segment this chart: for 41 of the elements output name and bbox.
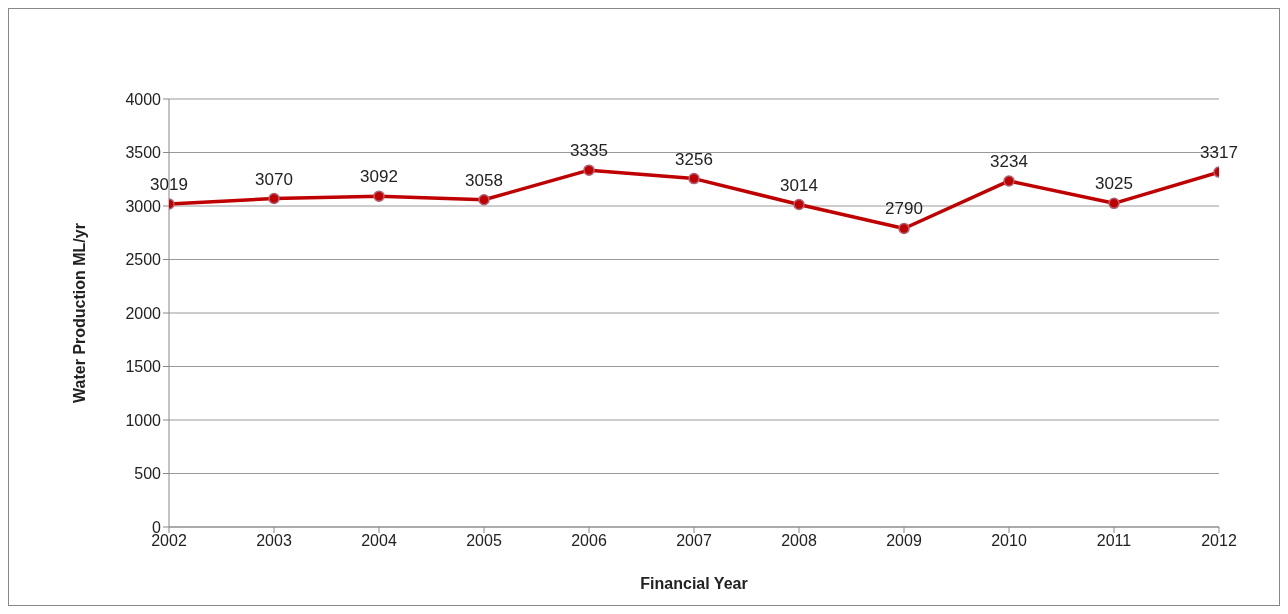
x-tick-label: 2010 — [991, 532, 1027, 550]
x-tick-label: 2006 — [571, 532, 607, 550]
x-axis-title: Financial Year — [640, 575, 748, 592]
data-label: 3014 — [780, 175, 818, 195]
y-tick-label: 2500 — [125, 251, 162, 269]
point — [688, 172, 700, 185]
point — [478, 194, 490, 206]
y-tick-label: 3500 — [125, 144, 162, 162]
y-axis-title: Water Production ML/yr — [70, 223, 88, 403]
x-tick-label: 2005 — [466, 532, 502, 550]
x-tick-label: 2003 — [256, 532, 292, 550]
data-label: 2790 — [885, 199, 923, 219]
data-label: 3092 — [360, 167, 398, 187]
y-tick-label: 2000 — [125, 304, 162, 322]
y-tick-label: 3000 — [125, 197, 162, 215]
point — [1003, 175, 1015, 187]
data-label: 3256 — [675, 149, 713, 169]
x-tick-label: 2009 — [886, 532, 922, 550]
point — [898, 222, 910, 235]
x-tick-label: 2011 — [1096, 532, 1132, 550]
data-label: 3234 — [990, 151, 1028, 171]
data-label: 3335 — [570, 141, 608, 161]
point — [793, 198, 805, 211]
y-tick-label: 1000 — [125, 411, 162, 429]
x-tick-label: 2008 — [781, 532, 817, 550]
point — [583, 164, 595, 176]
y-tick-label: 4000 — [125, 90, 162, 108]
data-label: 3070 — [255, 169, 293, 189]
x-tick-label: 2004 — [361, 532, 397, 550]
x-tick-label: 2012 — [1201, 532, 1237, 550]
data-label: 3058 — [465, 170, 503, 190]
data-label: 3025 — [1095, 174, 1133, 194]
data-label: 3019 — [150, 174, 188, 194]
data-label: 3317 — [1200, 143, 1238, 163]
y-tick-label: 500 — [134, 465, 162, 483]
point — [373, 190, 385, 202]
x-tick-label: 2007 — [676, 532, 712, 550]
y-tick-label: 1500 — [125, 358, 162, 376]
x-tick-label: 2002 — [151, 532, 187, 550]
point — [1108, 197, 1120, 210]
point — [268, 192, 280, 205]
